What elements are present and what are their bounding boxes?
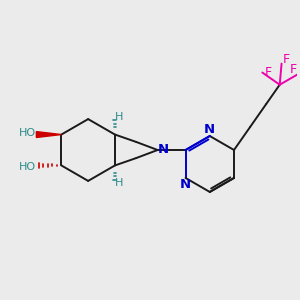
Text: N: N <box>179 178 191 191</box>
Text: F: F <box>282 53 290 66</box>
Polygon shape <box>36 132 61 137</box>
Text: N: N <box>204 123 215 136</box>
Text: H: H <box>115 178 124 188</box>
Text: HO: HO <box>19 162 36 172</box>
Text: HO: HO <box>19 128 36 138</box>
Text: N: N <box>157 143 169 157</box>
Text: F: F <box>290 63 297 76</box>
Text: F: F <box>265 66 272 79</box>
Text: H: H <box>115 112 124 122</box>
